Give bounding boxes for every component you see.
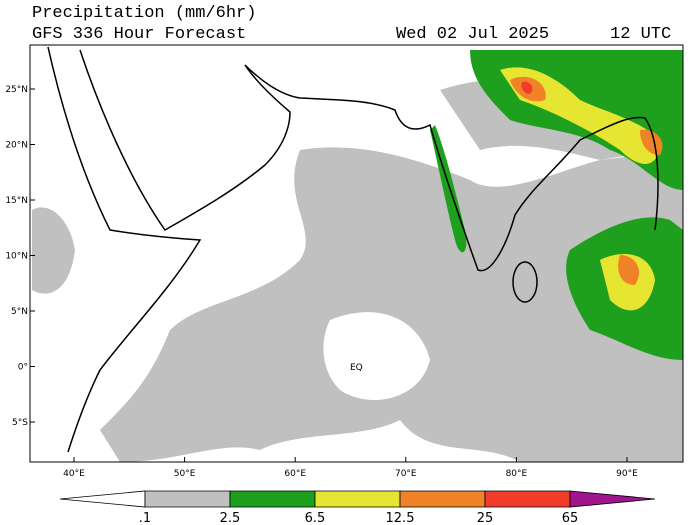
rain-intense xyxy=(510,76,663,285)
island xyxy=(512,261,538,303)
lat-label: 5°N xyxy=(11,307,28,317)
coastline xyxy=(79,49,659,272)
date: Wed 02 Jul 2025 xyxy=(396,25,549,44)
lat-label: 5°S xyxy=(12,418,28,428)
lat-label: 15°N xyxy=(5,196,28,206)
lon-label: 80°E xyxy=(506,469,528,479)
rain-light xyxy=(32,207,75,294)
colorbar-segment xyxy=(484,490,571,508)
map: EQ xyxy=(29,44,684,463)
colorbar-segment xyxy=(229,490,316,508)
lat-label: 25°N xyxy=(5,85,28,95)
lon-label: 60°E xyxy=(284,469,306,479)
lat-label: 10°N xyxy=(5,252,28,262)
lon-label: 70°E xyxy=(395,469,417,479)
title: Precipitation (mm/6hr) xyxy=(32,4,256,23)
colorbar-label: 2.5 xyxy=(220,511,241,525)
precip-field xyxy=(32,46,683,462)
lat-label: 0° xyxy=(18,363,28,373)
colorbar-segment xyxy=(144,490,231,508)
rain-light xyxy=(323,312,430,400)
axes: 25°N 20°N 15°N 10°N 5°N 0° 5°S 40°E 50°E 60°E 70°E… xyxy=(5,85,638,479)
lon-label: 50°E xyxy=(174,469,196,479)
colorbar-label: .1 xyxy=(139,511,151,525)
colorbar-label: 12.5 xyxy=(386,511,415,525)
lat-label: 20°N xyxy=(5,141,28,151)
colorbar-label: 25 xyxy=(477,511,494,525)
coastline xyxy=(47,46,202,453)
rain-light xyxy=(100,147,683,462)
time: 12 UTC xyxy=(610,25,671,44)
lon-label: 90°E xyxy=(616,469,638,479)
map-frame xyxy=(29,44,684,463)
subtitle: GFS 336 Hour Forecast xyxy=(32,25,246,44)
colorbar-segment xyxy=(569,490,656,508)
colorbar-segment xyxy=(314,490,401,508)
lon-label: 40°E xyxy=(63,469,85,479)
colorbar-segment xyxy=(59,490,146,508)
colorbar-label: 65 xyxy=(562,511,579,525)
equator-label: EQ xyxy=(350,363,363,373)
colorbar: .1 2.5 6.5 12.5 25 65 xyxy=(59,490,656,525)
colorbar-segment xyxy=(399,490,486,508)
colorbar-label: 6.5 xyxy=(305,511,326,525)
rain-intense xyxy=(521,81,533,94)
